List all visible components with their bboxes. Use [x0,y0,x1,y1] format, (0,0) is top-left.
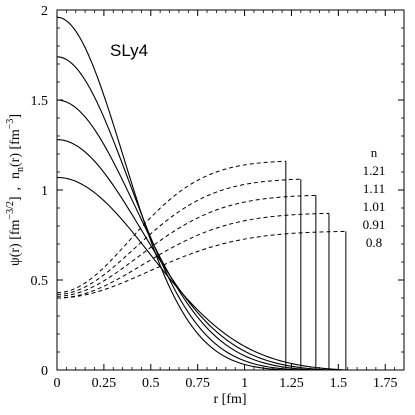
y-tick-label: 1 [41,184,48,199]
x-axis-label: r [fm] [213,392,246,407]
axis-ticks [56,9,404,371]
tick-labels: 0 0.25 0.5 0.75 1 1.25 1.5 1.75 0 0.5 1 1.5 2 [31,4,398,391]
density-curve-n-1.11 [56,178,301,295]
x-tick-label: 0.25 [92,376,117,391]
y-tick-label: 1.5 [31,94,49,109]
y-label-n-exp: −3 [5,119,16,130]
x-tick-label: 1.75 [373,376,398,391]
y-tick-label: 2 [41,4,48,19]
y-label-n-arg: (r) [fm [8,129,23,167]
x-tick-label: 0.5 [142,376,160,391]
density-curve-n-0.8 [56,230,346,299]
legend-entry-5: 0.8 [366,235,382,250]
psi-curve-n-0.8 [56,176,346,371]
x-tick-label: 1.25 [279,376,304,391]
legend-entry-1: 1.21 [363,163,386,178]
curves [56,16,347,371]
y-label-psi: ψ(r) [fm [8,219,23,266]
y-axis-label: ψ(r) [fm−3/2],nn(r) [fm−3] [5,114,26,266]
density-curve-n-1.21 [56,160,286,294]
legend: n 1.21 1.11 1.01 0.91 0.8 [363,145,386,250]
y-label-psi-exp: −3/2 [5,201,16,219]
x-tick-label: 1.5 [330,376,348,391]
density-curve-n-1.01 [56,194,316,297]
y-label-n-close: ] [8,114,23,119]
x-tick-label: 0 [54,376,61,391]
psi-curve-n-1.21 [56,16,286,371]
x-tick-label: 1 [241,376,248,391]
density-curve-n-0.91 [56,212,329,299]
psi-curve-n-1.11 [56,56,301,371]
psi-curve-n-0.91 [56,139,330,371]
y-tick-label: 0 [41,364,48,379]
chart-title: SLy4 [110,41,148,60]
x-tick-label: 0.75 [185,376,210,391]
y-label-psi-close: ] [8,196,23,201]
psi-curve-n-1.01 [56,99,316,371]
legend-title: n [371,145,378,160]
legend-entry-3: 1.01 [363,199,386,214]
y-label-n-sub: n [15,167,26,172]
y-tick-label: 0.5 [31,274,49,289]
y-label-sep: , [8,187,23,191]
y-label-n: n [8,172,23,179]
legend-entry-4: 0.91 [363,217,386,232]
legend-entry-2: 1.11 [363,181,385,196]
